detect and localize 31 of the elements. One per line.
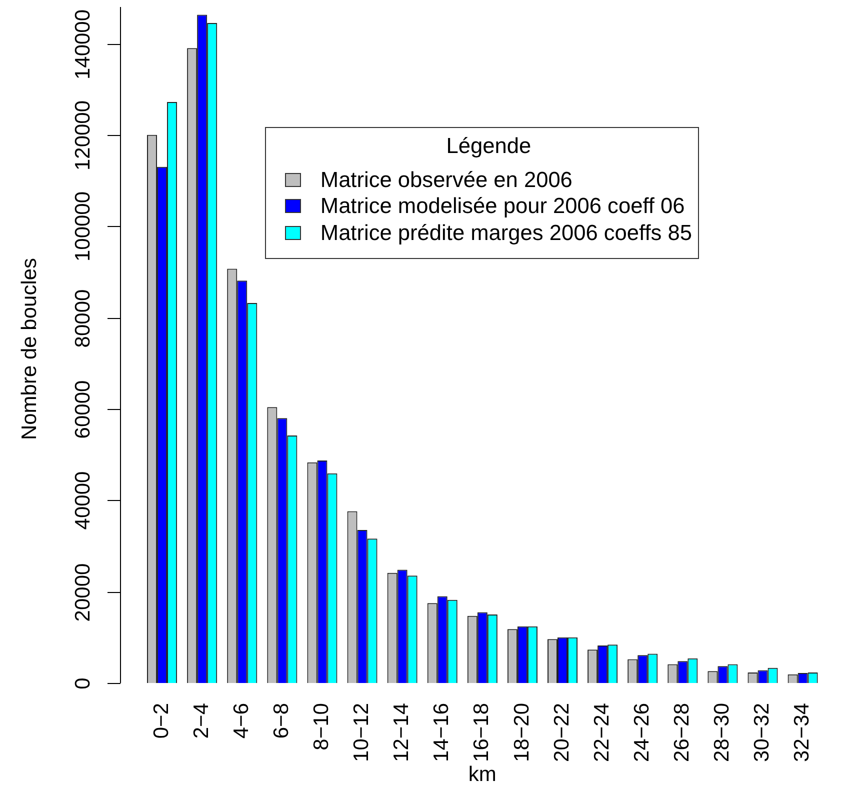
- x-axis-title: km: [468, 763, 496, 786]
- x-tick-label: 32−34: [790, 702, 814, 762]
- y-tick-label: 60000: [71, 380, 94, 439]
- y-tick-label: 140000: [71, 9, 94, 80]
- x-tick-label: 26−28: [670, 703, 694, 762]
- y-axis-title: Nombre de boucles: [18, 258, 41, 440]
- x-tick-label: 4−6: [230, 703, 253, 739]
- y-tick-label: 100000: [71, 191, 94, 262]
- x-tick-label: 14−16: [430, 703, 454, 762]
- x-tick-label: 16−18: [470, 703, 494, 762]
- x-tick-label: 12−14: [390, 702, 414, 762]
- x-tick-label: 0−2: [150, 703, 173, 739]
- legend-label: Matrice modelisée pour 2006 coeff 06: [320, 193, 685, 218]
- x-tick-label: 6−8: [270, 703, 293, 739]
- y-tick-label: 80000: [71, 289, 94, 348]
- legend-title: Légende: [445, 133, 532, 158]
- x-tick-label: 18−20: [510, 703, 534, 762]
- x-tick-label: 2−4: [190, 702, 213, 739]
- x-tick-label: 22−24: [590, 702, 614, 762]
- x-tick-label: 8−10: [310, 703, 334, 750]
- y-tick-label: 120000: [71, 100, 94, 171]
- x-tick-label: 10−12: [350, 703, 374, 762]
- legend-label: Matrice observée en 2006: [320, 167, 572, 192]
- x-tick-label: 24−26: [630, 703, 654, 762]
- x-tick-label: 20−22: [550, 703, 574, 762]
- legend-label: Matrice prédite marges 2006 coeffs 85: [320, 220, 692, 245]
- x-tick-label: 28−30: [710, 703, 734, 762]
- y-tick-label: 0: [71, 678, 94, 690]
- y-tick-label: 20000: [71, 563, 94, 622]
- y-tick-label: 40000: [71, 471, 94, 530]
- x-tick-label: 30−32: [750, 703, 774, 762]
